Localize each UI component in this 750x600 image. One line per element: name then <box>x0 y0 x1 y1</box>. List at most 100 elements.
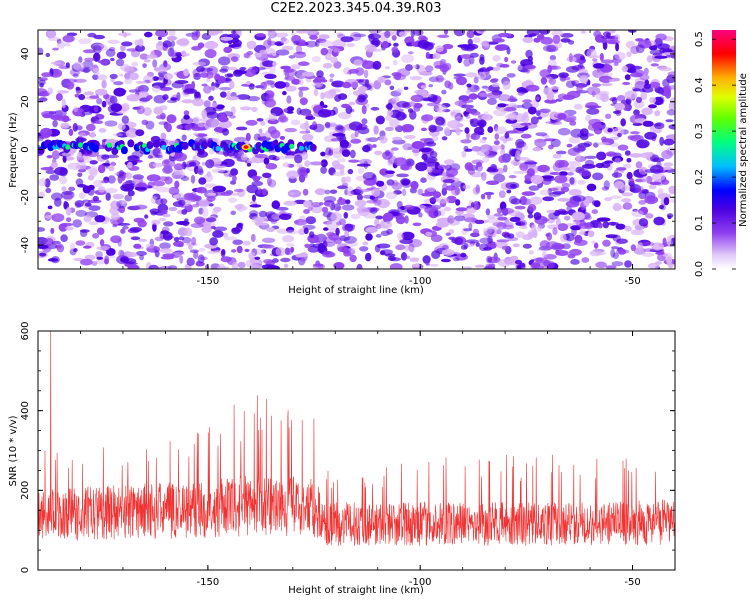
spectrogram-cell <box>78 157 85 163</box>
spectrogram-cell <box>234 136 247 143</box>
spectrogram-y-tick-label: 0 <box>20 146 31 152</box>
spectrogram-cell <box>481 114 493 121</box>
spectrogram-cell <box>331 80 345 88</box>
spectrogram-cell <box>267 126 277 135</box>
spectrogram-cell <box>638 171 647 178</box>
spectrogram-cell <box>593 242 599 249</box>
spectrogram-cell <box>410 100 415 107</box>
spectrogram-cell <box>477 71 487 81</box>
spectrogram-cell <box>389 118 400 128</box>
spectrogram-cell <box>329 189 338 194</box>
spectrogram-cell <box>199 67 213 72</box>
spectrogram-cell <box>75 209 87 217</box>
spectrogram-cell <box>183 114 190 120</box>
spectrogram-cell <box>349 121 363 131</box>
spectrogram-cell <box>198 247 206 252</box>
spectrogram-cell <box>522 99 532 104</box>
spectrogram-cell <box>506 137 514 141</box>
spectrogram-cell <box>455 199 461 206</box>
spectrogram-cell <box>204 41 219 50</box>
spectrogram-cell <box>246 158 257 164</box>
spectrogram-cell <box>362 145 371 153</box>
spectrogram-cell <box>198 199 210 208</box>
spectrogram-cell <box>345 199 351 205</box>
spectrogram-cell <box>314 188 326 196</box>
spectrogram-cell <box>96 98 103 105</box>
spectrogram-cell <box>194 165 199 175</box>
spectrogram-cell <box>190 174 196 184</box>
spectrogram-cell <box>279 135 286 140</box>
spectrogram-cell <box>435 45 444 53</box>
spectrogram-cell <box>382 151 393 160</box>
spectrogram-cell <box>232 239 243 245</box>
spectrogram-peak <box>243 145 249 149</box>
spectrogram-cell <box>542 251 547 258</box>
snr-panel: -150 -100 -50 0 200 400 600 Height of straigh… <box>8 321 676 596</box>
spectrogram-cell <box>572 211 585 221</box>
spectrogram-cell <box>487 92 501 99</box>
spectrogram-cell <box>421 127 427 132</box>
spectrogram-cell <box>127 183 135 190</box>
spectrogram-cell <box>601 59 614 64</box>
spectrogram-cell <box>297 39 306 44</box>
spectrogram-cell <box>50 114 63 121</box>
spectrogram-cell <box>135 129 145 137</box>
spectrogram-cell <box>644 195 659 205</box>
spectrogram-cell <box>521 219 527 227</box>
spectrogram-cell <box>473 85 479 90</box>
spectrogram-cell <box>481 171 487 181</box>
spectrogram-cell <box>615 223 626 230</box>
spectrogram-cell <box>219 68 229 73</box>
spectrogram-cell <box>127 264 140 269</box>
spectrogram-cell <box>464 217 478 223</box>
spectrogram-cell <box>220 113 226 121</box>
spectrogram-cell <box>379 168 389 176</box>
spectrogram-cell <box>536 110 541 116</box>
spectrogram-cell <box>324 121 331 129</box>
spectrogram-cell <box>509 95 514 103</box>
spectrogram-cell <box>621 192 634 197</box>
spectrogram-cell <box>537 116 543 120</box>
spectrogram-cell <box>267 176 272 187</box>
spectrogram-cell <box>357 167 365 175</box>
spectrogram-cell <box>623 163 632 169</box>
spectrogram-cell <box>550 119 556 123</box>
spectrogram-cell <box>193 72 201 81</box>
spectrogram-cell <box>403 204 415 210</box>
spectrogram-signal-cell <box>181 141 189 150</box>
spectrogram-cell <box>64 78 78 83</box>
spectrogram-signal-cell <box>161 144 167 150</box>
spectrogram-cell <box>621 198 632 203</box>
spectrogram-cell <box>517 64 523 71</box>
spectrogram-cell <box>268 113 277 121</box>
spectrogram-cell <box>289 191 295 196</box>
spectrogram-signal-cell <box>78 142 84 148</box>
spectrogram-cell <box>634 80 646 90</box>
spectrogram-cell <box>584 155 597 159</box>
spectrogram-cell <box>205 78 211 83</box>
spectrogram-cell <box>530 174 544 185</box>
spectrogram-cell <box>425 65 434 73</box>
spectrogram-cell <box>309 35 318 40</box>
spectrogram-cell <box>464 44 476 52</box>
spectrogram-cell <box>302 188 309 196</box>
spectrogram-cell <box>49 174 60 181</box>
spectrogram-cell <box>368 33 375 43</box>
spectrogram-cell <box>156 186 170 193</box>
spectrogram-cell <box>536 257 543 265</box>
spectrogram-cell <box>110 200 120 210</box>
spectrogram-cell <box>395 215 406 225</box>
spectrogram-cell <box>313 88 319 97</box>
spectrogram-cell <box>612 252 619 259</box>
spectrogram-cell <box>380 220 385 227</box>
spectrogram-cell <box>51 240 61 245</box>
spectrogram-cell <box>396 173 409 178</box>
spectrogram-cell <box>194 216 206 225</box>
spectrogram-cell <box>159 247 173 254</box>
spectrogram-cell <box>404 244 410 252</box>
spectrogram-cell <box>626 171 633 180</box>
spectrogram-cell <box>560 233 567 243</box>
spectrogram-cell <box>61 186 67 192</box>
spectrogram-cell <box>281 45 294 51</box>
spectrogram-cell <box>335 125 344 130</box>
